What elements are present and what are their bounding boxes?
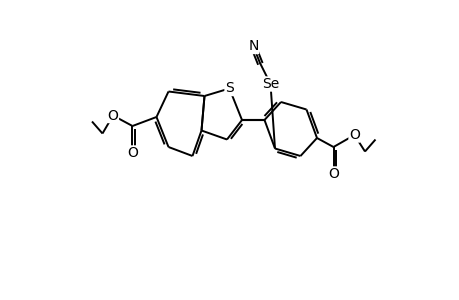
Text: Se: Se [261, 77, 279, 91]
Text: S: S [224, 82, 233, 95]
Text: N: N [248, 40, 258, 53]
Text: O: O [127, 146, 138, 160]
Text: O: O [348, 128, 359, 142]
Text: O: O [107, 109, 118, 122]
Text: O: O [327, 167, 338, 181]
